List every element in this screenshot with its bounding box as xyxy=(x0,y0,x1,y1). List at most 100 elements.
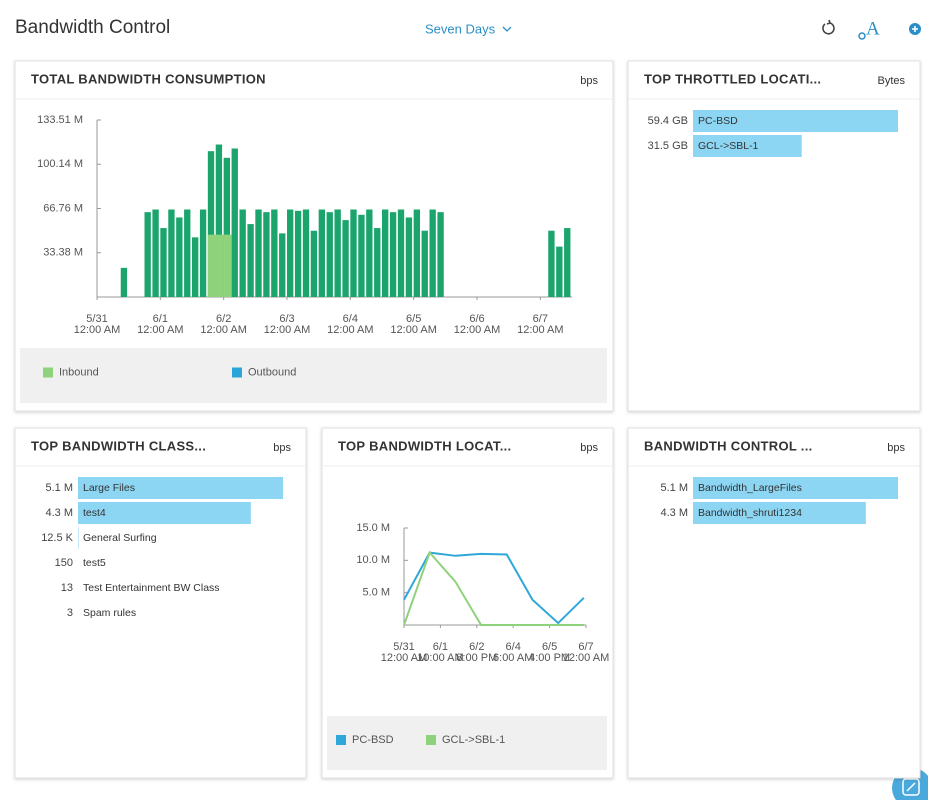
category-label: Test Entertainment BW Class xyxy=(83,582,220,594)
panel-title: TOP BANDWIDTH CLASS... xyxy=(31,438,206,453)
x-tick-label: 6/2 xyxy=(469,641,484,653)
x-tick-label: 12:00 AM xyxy=(327,324,373,336)
bar xyxy=(160,228,167,297)
y-tick-label: 5.0 M xyxy=(362,587,390,599)
panel-title: TOTAL BANDWIDTH CONSUMPTION xyxy=(31,71,266,86)
bar xyxy=(223,157,230,297)
x-tick-label: 6/3 xyxy=(279,313,294,325)
value-label: 13 xyxy=(61,582,73,594)
x-tick-label: 12:00 AM xyxy=(563,652,609,664)
bar xyxy=(120,267,128,297)
value-label: 5.1 M xyxy=(45,482,73,494)
bar xyxy=(78,502,251,524)
svg-text:A: A xyxy=(866,18,880,39)
page-title: Bandwidth Control xyxy=(15,17,170,38)
panel-unit: bps xyxy=(887,442,905,454)
panel-unit: bps xyxy=(580,75,598,87)
bar xyxy=(382,209,389,297)
value-label: 31.5 GB xyxy=(648,140,688,152)
x-tick-label: 12:00 AM xyxy=(381,652,427,664)
bar xyxy=(429,209,436,297)
bar xyxy=(548,230,555,297)
bar xyxy=(302,209,310,297)
bar xyxy=(334,209,341,297)
bar xyxy=(437,212,444,297)
panel-title: TOP THROTTLED LOCATI... xyxy=(644,71,821,86)
x-tick-label: 8:00 PM xyxy=(456,652,497,664)
x-tick-label: 6:00 AM xyxy=(493,652,533,664)
category-label: PC-BSD xyxy=(698,115,738,127)
legend-box xyxy=(327,716,607,770)
y-tick-label: 10.0 M xyxy=(356,554,390,566)
bar xyxy=(78,477,283,499)
x-tick-label: 12:00 AM xyxy=(454,324,500,336)
bar xyxy=(192,237,199,297)
x-tick-label: 6/7 xyxy=(578,641,593,653)
x-tick-label: 6/4 xyxy=(506,641,521,653)
x-tick-label: 12:00 AM xyxy=(137,324,183,336)
legend-swatch xyxy=(43,367,53,378)
category-label: test4 xyxy=(83,507,106,519)
legend-label: Outbound xyxy=(248,366,296,378)
category-label: GCL->SBL-1 xyxy=(698,140,759,152)
bar xyxy=(413,209,420,297)
x-tick-label: 6/4 xyxy=(343,313,358,325)
legend-swatch xyxy=(232,367,242,378)
x-tick-label: 12:00 AM xyxy=(74,324,120,336)
category-label: Large Files xyxy=(83,482,135,494)
x-tick-label: 4:00 PM xyxy=(529,652,570,664)
x-tick-label: 6/2 xyxy=(216,313,231,325)
panel-unit: Bytes xyxy=(877,75,905,87)
bar xyxy=(318,209,325,297)
category-label: General Surfing xyxy=(83,532,157,544)
font-icon[interactable]: A xyxy=(858,18,880,40)
line xyxy=(403,550,584,626)
bar xyxy=(271,209,278,297)
legend-swatch xyxy=(336,735,346,745)
value-label: 12.5 K xyxy=(41,532,73,544)
bar xyxy=(207,234,216,297)
category-label: Spam rules xyxy=(83,607,136,619)
value-label: 150 xyxy=(55,557,73,569)
bar xyxy=(556,246,563,297)
value-label: 5.1 M xyxy=(660,482,688,494)
legend-box xyxy=(20,348,607,403)
bar xyxy=(199,209,207,297)
add-icon[interactable] xyxy=(909,23,921,35)
legend-swatch xyxy=(426,735,436,745)
value-label: 3 xyxy=(67,607,73,619)
bar xyxy=(279,233,286,297)
bar xyxy=(366,209,373,297)
bar xyxy=(231,148,238,297)
bar xyxy=(421,230,428,297)
line xyxy=(403,551,585,625)
range-chevron[interactable] xyxy=(502,26,512,32)
x-tick-label: 12:00 AM xyxy=(200,324,246,336)
y-tick-label: 66.76 M xyxy=(43,202,83,214)
bar xyxy=(326,212,333,297)
bar xyxy=(397,209,405,297)
range-selector[interactable]: Seven Days xyxy=(425,21,496,36)
bar xyxy=(358,214,365,297)
x-tick-label: 12:00 AM xyxy=(264,324,310,336)
bar xyxy=(247,224,254,297)
refresh-icon[interactable] xyxy=(822,19,835,35)
bar xyxy=(176,217,183,297)
value-label: 4.3 M xyxy=(45,507,73,519)
category-label: Bandwidth_LargeFiles xyxy=(698,482,802,494)
bar xyxy=(168,209,175,297)
bar xyxy=(389,212,397,297)
bar xyxy=(693,502,866,524)
bar xyxy=(78,527,79,549)
legend-label: GCL->SBL-1 xyxy=(442,734,505,746)
y-tick-label: 100.14 M xyxy=(37,158,83,170)
x-tick-label: 6/5 xyxy=(406,313,421,325)
bar xyxy=(263,212,270,297)
bar xyxy=(350,209,357,297)
panel-unit: bps xyxy=(580,442,598,454)
value-label: 59.4 GB xyxy=(648,115,688,127)
y-tick-label: 133.51 M xyxy=(37,114,83,126)
x-tick-label: 6/6 xyxy=(469,313,484,325)
bar xyxy=(144,212,151,297)
x-tick-label: 6/1 xyxy=(433,641,448,653)
